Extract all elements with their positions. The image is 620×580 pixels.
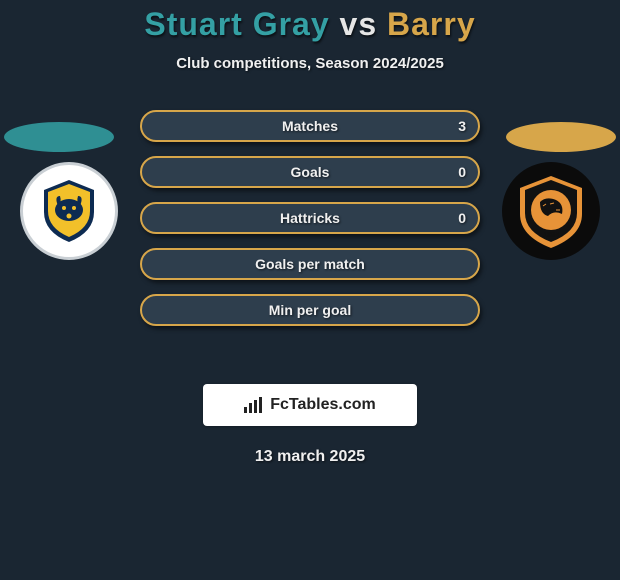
player2-disc — [506, 122, 616, 152]
row-mpg: Min per goal — [140, 294, 480, 326]
brand-box[interactable]: FcTables.com — [203, 384, 417, 426]
player1-disc — [4, 122, 114, 152]
row-matches-label: Matches — [282, 118, 338, 134]
player1-name: Stuart Gray — [144, 6, 329, 42]
comparison-card: Stuart Gray vs Barry Club competitions, … — [0, 0, 620, 466]
stat-rows: Matches 3 Goals 0 Hattricks 0 Goals per … — [140, 110, 480, 326]
player2-crest: 1904 — [502, 162, 600, 260]
date-text: 13 march 2025 — [0, 448, 620, 466]
player1-crest — [20, 162, 118, 260]
subtitle: Club competitions, Season 2024/2025 — [0, 55, 620, 72]
svg-text:1904: 1904 — [543, 232, 559, 239]
brand-text: FcTables.com — [270, 396, 376, 414]
bar-chart-icon — [244, 397, 264, 413]
player2-name: Barry — [387, 6, 476, 42]
row-hattricks: Hattricks 0 — [140, 202, 480, 234]
row-hattricks-right: 0 — [458, 210, 466, 226]
row-goals-label: Goals — [291, 164, 330, 180]
hull-city-icon: 1904 — [510, 170, 592, 252]
page-title: Stuart Gray vs Barry — [0, 6, 620, 43]
row-mpg-label: Min per goal — [269, 302, 351, 318]
row-goals: Goals 0 — [140, 156, 480, 188]
vs-text: vs — [340, 6, 378, 42]
stats-stage: 1904 Matches 3 Goals 0 Hattricks 0 Goals — [0, 110, 620, 370]
oxford-united-icon — [34, 176, 104, 246]
row-matches: Matches 3 — [140, 110, 480, 142]
row-gpm: Goals per match — [140, 248, 480, 280]
row-hattricks-label: Hattricks — [280, 210, 340, 226]
row-gpm-label: Goals per match — [255, 256, 365, 272]
row-matches-right: 3 — [458, 118, 466, 134]
row-goals-right: 0 — [458, 164, 466, 180]
